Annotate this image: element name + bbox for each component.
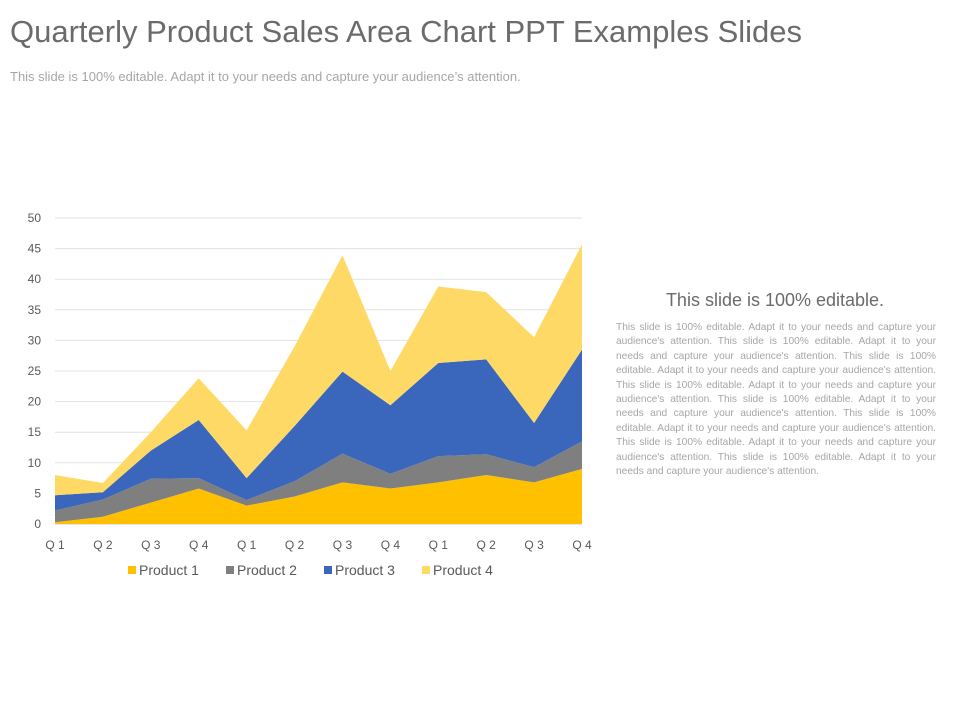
y-tick-label: 15 bbox=[28, 425, 42, 439]
area-series-group bbox=[55, 244, 582, 524]
y-tick-label: 40 bbox=[28, 272, 42, 286]
x-tick-label: Q 4 bbox=[189, 538, 209, 552]
x-tick-label: Q 2 bbox=[93, 538, 113, 552]
side-panel-body: This slide is 100% editable. Adapt it to… bbox=[616, 322, 936, 478]
slide-subtitle: This slide is 100% editable. Adapt it to… bbox=[10, 69, 521, 84]
y-tick-label: 35 bbox=[28, 303, 42, 317]
legend-swatch bbox=[226, 566, 234, 574]
x-tick-label: Q 2 bbox=[285, 538, 305, 552]
y-tick-label: 20 bbox=[28, 395, 42, 409]
legend-label: Product 3 bbox=[335, 562, 395, 578]
x-tick-label: Q 3 bbox=[141, 538, 161, 552]
x-tick-label: Q 1 bbox=[45, 538, 65, 552]
y-tick-label: 25 bbox=[28, 364, 42, 378]
y-tick-label: 5 bbox=[34, 486, 41, 500]
x-tick-label: Q 1 bbox=[237, 538, 257, 552]
area-product-4 bbox=[55, 244, 582, 496]
x-tick-label: Q 2 bbox=[477, 538, 497, 552]
x-tick-label: Q 1 bbox=[429, 538, 449, 552]
y-tick-label: 45 bbox=[28, 242, 42, 256]
area-product-2 bbox=[55, 441, 582, 523]
chart-legend: Product 1 Product 2 Product 3 Product 4 bbox=[128, 562, 493, 578]
x-tick-label: Q 4 bbox=[381, 538, 401, 552]
y-tick-label: 10 bbox=[28, 456, 42, 470]
y-tick-label: 50 bbox=[28, 211, 42, 225]
side-panel-heading: This slide is 100% editable. bbox=[665, 290, 885, 310]
x-tick-label: Q 4 bbox=[572, 538, 592, 552]
y-tick-label: 30 bbox=[28, 333, 42, 347]
slide-title: Quarterly Product Sales Area Chart PPT E… bbox=[10, 14, 802, 49]
x-tick-label: Q 3 bbox=[333, 538, 353, 552]
legend-swatch bbox=[128, 566, 136, 574]
legend-label: Product 2 bbox=[237, 562, 297, 578]
legend-swatch bbox=[324, 566, 332, 574]
legend-label: Product 4 bbox=[433, 562, 493, 578]
x-axis: Q 1 Q 2 Q 3 Q 4 Q 1 Q 2 Q 3 Q 4 Q 1 Q 2 Q 3 Q 4 bbox=[45, 538, 592, 552]
y-axis: 0 5 10 15 20 25 30 35 40 45 50 bbox=[28, 211, 42, 531]
y-tick-label: 0 bbox=[34, 517, 41, 531]
x-tick-label: Q 3 bbox=[524, 538, 544, 552]
area-product-1 bbox=[55, 468, 582, 524]
legend-label: Product 1 bbox=[139, 562, 199, 578]
area-product-3 bbox=[55, 349, 582, 511]
legend-swatch bbox=[422, 566, 430, 574]
